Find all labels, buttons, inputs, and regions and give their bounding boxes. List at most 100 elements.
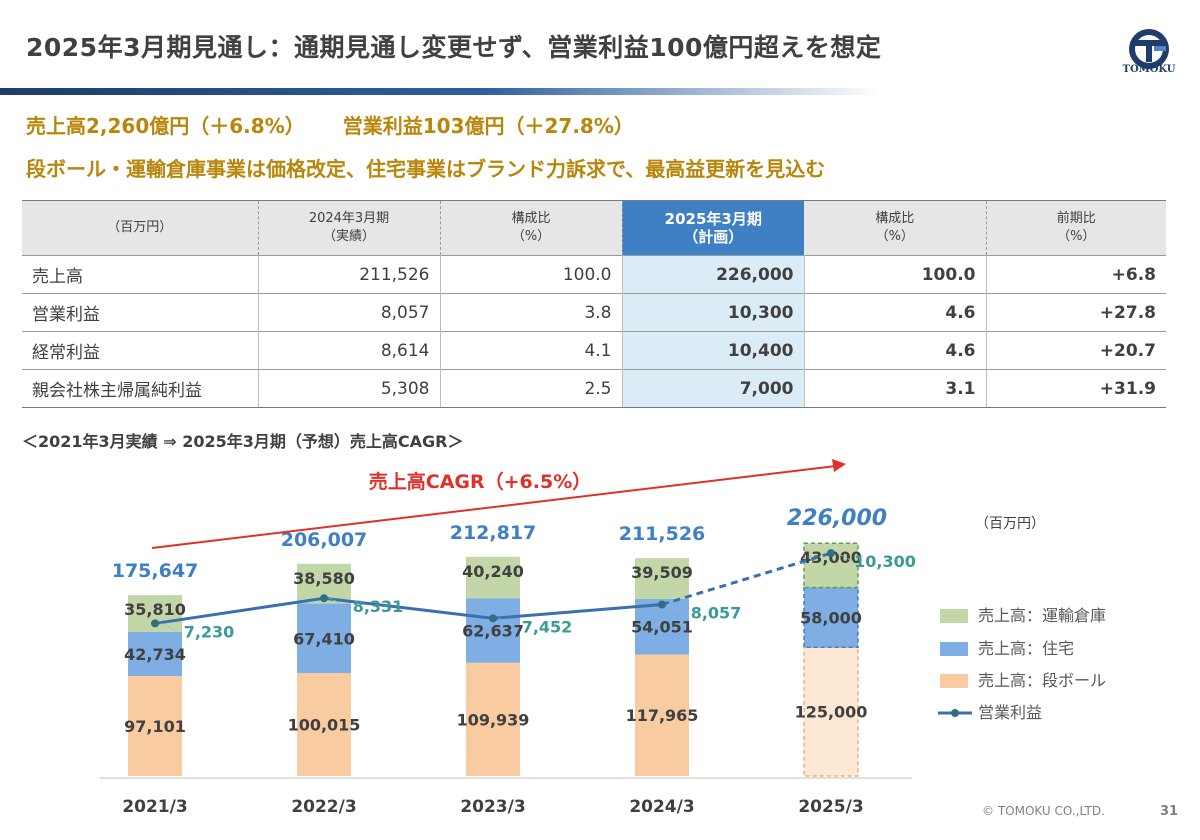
- bar-total-label: 175,647: [112, 560, 199, 582]
- operating-profit-point: [827, 549, 835, 558]
- operating-profit-point: [658, 600, 666, 609]
- table-row: 経常利益 8,614 4.1 10,400 4.6 +20.7: [22, 331, 1166, 370]
- segment-value-label: 125,000: [795, 703, 868, 722]
- table-cell: 3.8: [440, 293, 623, 332]
- bar-segment: [128, 631, 182, 676]
- table-cell: 211,526: [258, 255, 441, 294]
- table-cell: 8,057: [258, 293, 441, 332]
- table-cell: 8,614: [258, 331, 441, 370]
- operating-profit-label: 10,300: [854, 552, 916, 571]
- legend-label: 営業利益: [978, 703, 1042, 722]
- bar-segment: [128, 675, 182, 776]
- segment-value-label: 100,015: [288, 715, 361, 734]
- segment-value-label: 109,939: [457, 710, 530, 729]
- operating-profit-label: 7,452: [522, 617, 573, 636]
- col-header-yoy: 前期比 （%）: [986, 200, 1166, 256]
- logo-text: TOMOKU: [1122, 64, 1176, 75]
- segment-value-label: 43,000: [800, 548, 862, 567]
- col-header-fy2024: 2024年3月期 （実績）: [258, 200, 441, 256]
- table-cell: 4.6: [804, 331, 987, 370]
- row-label: 営業利益: [22, 293, 259, 332]
- table-cell: +31.9: [986, 369, 1166, 408]
- line-label-leader: [836, 552, 854, 562]
- col-header-ratio-2025: 構成比 （%）: [804, 200, 987, 256]
- table-row: 営業利益 8,057 3.8 10,300 4.6 +27.8: [22, 293, 1166, 332]
- tomoku-logo-icon: [1129, 29, 1169, 69]
- segment-value-label: 54,051: [631, 618, 693, 637]
- col-header-fy2025-plan: 2025年3月期 （計画）: [622, 200, 804, 256]
- segment-value-label: 97,101: [124, 717, 186, 736]
- legend-marker: [951, 709, 959, 717]
- row-label: 親会社株主帰属純利益: [22, 369, 259, 408]
- table-unit: （百万円）: [22, 200, 259, 256]
- operating-profit-point: [320, 594, 328, 603]
- col-header-ratio-2024: 構成比 （%）: [440, 200, 623, 256]
- cagr-label: 売上高CAGR（+6.5%）: [369, 470, 592, 493]
- segment-value-label: 39,509: [631, 563, 693, 582]
- legend-label: 売上高：運輸倉庫: [978, 606, 1106, 625]
- operating-profit-forecast-line: [661, 551, 832, 606]
- line-label-leader: [667, 604, 685, 613]
- bar-total-label: 226,000: [787, 506, 887, 531]
- row-label: 経常利益: [22, 331, 259, 370]
- segment-value-label: 35,810: [124, 600, 186, 619]
- headline-outlook: 段ボール・運輸倉庫事業は価格改定、住宅事業はブランド力訴求で、最高益更新を見込む: [26, 157, 826, 181]
- bar-segment: [803, 646, 859, 777]
- bar-total-label: 206,007: [281, 529, 368, 551]
- line-label-leader: [329, 597, 347, 607]
- headline-operating-profit: 営業利益103億円（＋27.8%）: [342, 114, 634, 138]
- table-cell: 3.1: [804, 369, 987, 408]
- segment-value-label: 117,965: [626, 706, 699, 725]
- bar-total-label: 211,526: [619, 523, 706, 545]
- operating-profit-line: [154, 596, 663, 625]
- table-cell: 226,000: [622, 255, 805, 294]
- bar-segment: [635, 654, 689, 776]
- segment-value-label: 62,637: [462, 622, 524, 641]
- table-cell: +6.8: [986, 255, 1166, 294]
- table-cell: +27.8: [986, 293, 1166, 332]
- operating-profit-label: 8,331: [353, 597, 404, 616]
- bar-segment: [466, 598, 520, 663]
- bar-segment: [635, 558, 689, 599]
- x-tick-label: 2022/3: [291, 797, 356, 817]
- legend-label: 売上高：住宅: [978, 639, 1074, 658]
- segment-value-label: 40,240: [462, 562, 524, 581]
- x-tick-label: 2024/3: [629, 797, 694, 817]
- title-underline: [0, 88, 880, 95]
- segment-value-label: 42,734: [124, 645, 186, 664]
- cagr-arrow-line: [151, 465, 837, 549]
- operating-profit-label: 8,057: [691, 603, 742, 622]
- page-number: 31: [1160, 804, 1179, 819]
- forecast-table: （百万円） 2024年3月期 （実績） 構成比 （%） 2025年3月期 （計画） 構…: [22, 200, 1166, 408]
- bar-segment: [803, 586, 859, 649]
- table-cell: 7,000: [622, 369, 805, 408]
- table-cell: 10,300: [622, 293, 805, 332]
- bar-segment: [466, 556, 520, 599]
- line-label-leader: [498, 617, 516, 627]
- bar-segment: [297, 672, 351, 776]
- x-tick-label: 2025/3: [798, 797, 863, 817]
- legend-swatch: [940, 609, 968, 623]
- table-cell: 4.6: [804, 293, 987, 332]
- bar-segment: [297, 603, 351, 673]
- table-cell: 2.5: [440, 369, 623, 408]
- table-cell: 4.1: [440, 331, 623, 370]
- table-cell: 100.0: [440, 255, 623, 294]
- table-cell: +20.7: [986, 331, 1166, 370]
- chart-unit-label: （百万円）: [975, 516, 1045, 532]
- headline-sales: 売上高2,260億円（＋6.8%）: [26, 114, 305, 138]
- x-tick-label: 2023/3: [460, 797, 525, 817]
- segment-value-label: 67,410: [293, 629, 355, 648]
- operating-profit-label: 7,230: [184, 622, 235, 641]
- page-title: 2025年3月期見通し：通期見通し変更せず、営業利益100億円超えを想定: [26, 33, 882, 62]
- table-row: 売上高 211,526 100.0 226,000 100.0 +6.8: [22, 255, 1166, 294]
- segment-value-label: 38,580: [293, 569, 355, 588]
- bar-total-label: 212,817: [450, 522, 537, 544]
- table-cell: 100.0: [804, 255, 987, 294]
- segment-value-label: 58,000: [800, 608, 862, 627]
- line-label-leader: [160, 622, 178, 632]
- copyright: © TOMOKU CO.,LTD.: [982, 804, 1105, 818]
- operating-profit-point: [489, 614, 497, 623]
- cagr-arrowhead: [832, 459, 846, 472]
- chart-heading: ＜2021年3月実績 ⇒ 2025年3月期（予想）売上高CAGR＞: [22, 432, 464, 451]
